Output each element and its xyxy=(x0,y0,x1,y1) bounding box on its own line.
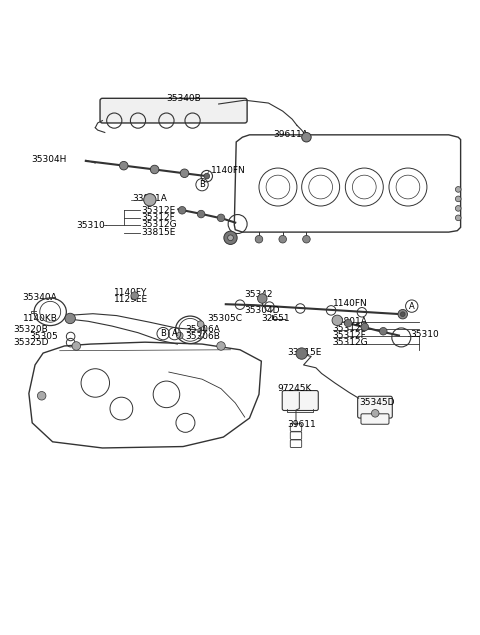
Text: 32651: 32651 xyxy=(261,314,290,323)
Text: 35304D: 35304D xyxy=(245,306,280,315)
Circle shape xyxy=(224,231,237,244)
Circle shape xyxy=(398,309,408,319)
Text: 1129EE: 1129EE xyxy=(114,295,148,304)
Text: 1140FY: 1140FY xyxy=(114,288,148,297)
Text: 35340A: 35340A xyxy=(23,293,58,302)
Text: B: B xyxy=(160,329,166,338)
Text: 35312F: 35312F xyxy=(141,213,175,222)
Circle shape xyxy=(228,235,233,241)
Circle shape xyxy=(144,194,156,206)
FancyBboxPatch shape xyxy=(361,414,389,424)
Text: 35345D: 35345D xyxy=(360,398,395,408)
FancyBboxPatch shape xyxy=(100,98,247,123)
Text: 35312G: 35312G xyxy=(333,338,368,347)
Circle shape xyxy=(456,196,461,202)
Circle shape xyxy=(380,328,387,335)
Text: A: A xyxy=(409,302,415,311)
Circle shape xyxy=(296,348,307,359)
Circle shape xyxy=(150,165,159,174)
Circle shape xyxy=(301,133,311,142)
Text: 1140KB: 1140KB xyxy=(23,314,58,323)
Text: 35305: 35305 xyxy=(29,332,58,341)
Text: 1140FN: 1140FN xyxy=(333,298,367,308)
Circle shape xyxy=(197,210,205,218)
Circle shape xyxy=(372,410,379,417)
Circle shape xyxy=(180,169,189,178)
Circle shape xyxy=(217,214,225,222)
Text: 35305C: 35305C xyxy=(207,314,242,323)
Text: 35306A: 35306A xyxy=(185,325,220,335)
Text: 35325D: 35325D xyxy=(13,338,48,347)
FancyBboxPatch shape xyxy=(282,391,318,410)
Text: 35340B: 35340B xyxy=(167,94,201,103)
Circle shape xyxy=(456,215,461,221)
Circle shape xyxy=(456,187,461,192)
Text: 35312F: 35312F xyxy=(333,331,366,340)
Circle shape xyxy=(344,319,352,327)
Circle shape xyxy=(361,323,369,331)
Text: B: B xyxy=(199,180,205,189)
Circle shape xyxy=(204,173,210,179)
FancyBboxPatch shape xyxy=(358,396,392,418)
Text: 35306B: 35306B xyxy=(185,332,220,341)
Circle shape xyxy=(177,332,183,339)
Circle shape xyxy=(456,206,461,211)
Text: 33801A: 33801A xyxy=(333,317,367,326)
Text: 39611: 39611 xyxy=(288,420,316,429)
Text: 33815E: 33815E xyxy=(288,347,322,357)
Text: 35310: 35310 xyxy=(76,221,105,230)
Circle shape xyxy=(37,392,46,400)
Text: 33801A: 33801A xyxy=(132,194,167,203)
Text: 97245K: 97245K xyxy=(277,384,312,393)
Circle shape xyxy=(197,321,204,328)
Circle shape xyxy=(279,236,287,243)
Text: 35320B: 35320B xyxy=(13,325,48,335)
Text: 35312E: 35312E xyxy=(141,206,176,215)
Circle shape xyxy=(217,342,225,351)
Text: 35312G: 35312G xyxy=(141,220,177,229)
Circle shape xyxy=(400,312,405,317)
Circle shape xyxy=(258,294,267,304)
Text: 35342: 35342 xyxy=(245,290,273,299)
Circle shape xyxy=(120,161,128,170)
Text: 35304H: 35304H xyxy=(31,156,67,164)
Text: 33815E: 33815E xyxy=(141,228,176,237)
Text: 35310: 35310 xyxy=(410,330,439,338)
Text: 35312E: 35312E xyxy=(333,324,367,333)
Text: 39611A: 39611A xyxy=(273,130,308,139)
Circle shape xyxy=(255,236,263,243)
Text: A: A xyxy=(172,329,178,338)
Circle shape xyxy=(332,315,342,326)
Circle shape xyxy=(179,206,186,214)
Circle shape xyxy=(72,342,81,351)
Circle shape xyxy=(65,313,75,324)
Text: 1140FN: 1140FN xyxy=(211,166,245,175)
Circle shape xyxy=(302,236,310,243)
Circle shape xyxy=(131,292,138,300)
